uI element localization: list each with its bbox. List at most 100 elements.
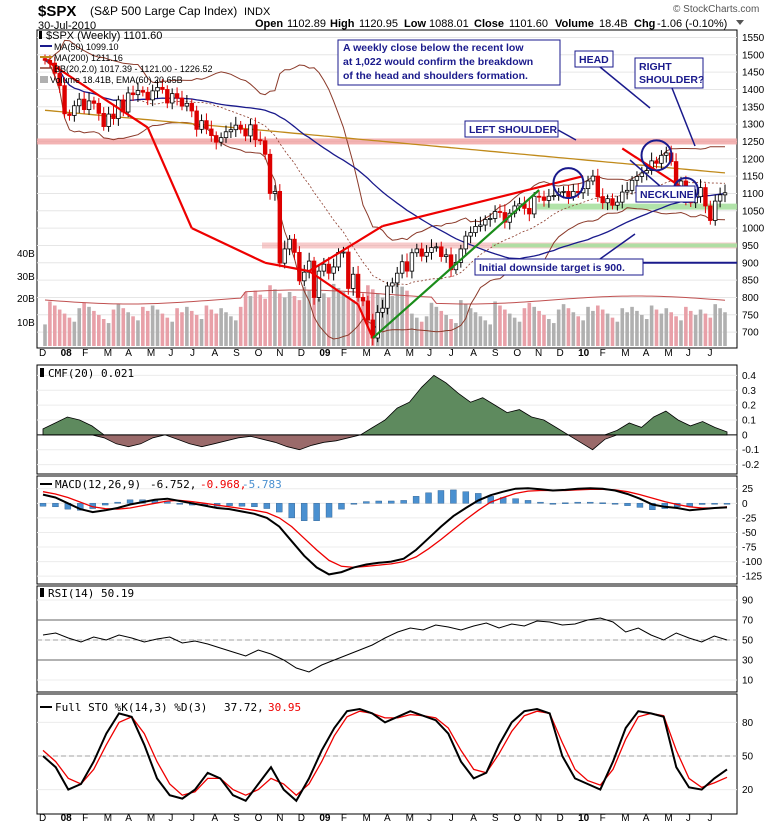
neckline-text: NECKLINE <box>640 189 694 201</box>
candle-body <box>620 191 625 203</box>
candle-body <box>292 238 297 253</box>
price-y-tick: 1400 <box>742 85 765 96</box>
low-label: Low <box>404 18 426 30</box>
macd-histogram-bar <box>611 503 619 505</box>
candle-body <box>253 124 258 141</box>
candle-body <box>703 187 708 207</box>
price-y-tick: 1000 <box>742 224 765 235</box>
x-tick-label: J <box>449 348 454 359</box>
candle-body <box>184 102 190 107</box>
rsi-y-tick: 10 <box>742 676 754 687</box>
volume-bar <box>312 294 316 346</box>
macd-histogram-bar <box>276 503 283 513</box>
macd-histogram-bar <box>723 503 731 505</box>
x-tick-label: F <box>82 813 88 824</box>
cmf-label: CMF(20) 0.021 <box>48 367 134 380</box>
sto-y-tick: 80 <box>742 718 754 729</box>
volume-bar <box>180 312 184 346</box>
sto-label: Full STO %K(14,3) %D(3) <box>55 701 207 714</box>
rally-line <box>308 225 384 273</box>
price-y-tick: 750 <box>742 310 759 321</box>
volume-bar <box>473 312 478 346</box>
candle-body <box>233 124 238 131</box>
candle-body <box>399 261 405 274</box>
x-tick-label: A <box>384 813 391 824</box>
right-shoulder-pointer <box>671 87 696 147</box>
volume-bar <box>410 313 414 346</box>
cmf-y-tick: -0.1 <box>742 445 760 456</box>
ma200-line <box>44 109 726 174</box>
volume-bar <box>361 298 365 346</box>
volume-bar <box>669 312 673 346</box>
volume-y-tick: 30B <box>17 272 35 283</box>
volume-bar <box>248 296 253 346</box>
head-pointer <box>599 66 651 109</box>
volume-bar <box>615 321 620 346</box>
candle-body <box>277 190 283 264</box>
volume-bar <box>644 319 649 346</box>
x-tick-label: D <box>39 813 46 824</box>
neckline-box <box>635 185 696 203</box>
volume-bar <box>522 308 527 346</box>
dropdown-arrow-icon[interactable] <box>736 20 744 25</box>
candle-body <box>150 90 155 101</box>
sto-d-line <box>42 710 728 797</box>
macd-histogram-bar <box>649 503 656 510</box>
volume-bar <box>326 297 331 346</box>
volume-bar <box>693 314 698 346</box>
volume-bar <box>405 290 409 346</box>
candle-body <box>439 246 444 257</box>
macd-y-tick: -100 <box>742 557 762 568</box>
volume-bar <box>419 321 424 346</box>
close-label: Close <box>474 18 504 30</box>
volume-bar <box>434 306 439 346</box>
volume-bar <box>145 310 150 346</box>
breakdown-note: A weekly close below the recent low at 1… <box>337 39 561 86</box>
macd-histogram-bar <box>562 502 569 504</box>
macd-histogram-bar <box>599 502 606 504</box>
candle-body <box>311 260 317 298</box>
x-tick-label: 08 <box>61 813 73 824</box>
sto-y-tick: 20 <box>742 785 754 796</box>
candle-body <box>287 238 292 250</box>
x-tick-label: J <box>427 348 432 359</box>
head-label-box <box>574 50 614 68</box>
volume-bar <box>630 306 634 346</box>
macd-histogram-bar <box>313 503 320 522</box>
candle-body <box>282 248 287 264</box>
price-y-tick: 950 <box>742 241 759 252</box>
x-tick-label: A <box>125 813 132 824</box>
downtrend-line <box>146 127 193 229</box>
x-tick-label: F <box>600 813 606 824</box>
candle-body <box>57 72 62 87</box>
volume-bar <box>625 312 629 346</box>
volume-bar <box>493 301 497 346</box>
volume-bar <box>356 294 360 346</box>
candle-body <box>483 219 488 226</box>
volume-bar <box>121 308 126 346</box>
macd-histogram-bar <box>251 503 258 508</box>
volume-bar <box>170 321 174 346</box>
rsi-swatch <box>40 588 44 597</box>
price-y-tick: 850 <box>742 276 759 287</box>
volume-bar <box>414 317 419 346</box>
volume-bar <box>331 283 336 346</box>
candle-body <box>502 212 508 223</box>
legend-swatch-volume <box>40 76 48 83</box>
volume-bar <box>150 305 155 346</box>
volume-bar <box>556 309 561 346</box>
downtrend-line <box>49 62 149 129</box>
sto-value-2: 30.95 <box>268 701 301 714</box>
x-tick-label: M <box>104 348 112 359</box>
bb-lower-line <box>44 59 726 340</box>
macd-histogram-bar <box>537 501 544 504</box>
volume-bar <box>219 308 223 346</box>
volume-bar <box>189 310 194 346</box>
macd-value-2: -0.968, <box>200 478 246 491</box>
cmf-swatch <box>40 368 44 377</box>
volume-bar <box>571 312 576 346</box>
price-y-tick: 1300 <box>742 120 765 131</box>
volume-bar <box>238 306 243 346</box>
candle-body <box>722 192 728 196</box>
